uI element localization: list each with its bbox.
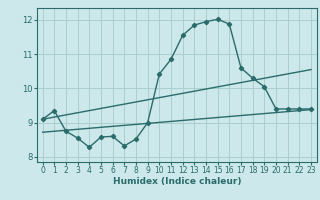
X-axis label: Humidex (Indice chaleur): Humidex (Indice chaleur) <box>113 177 241 186</box>
